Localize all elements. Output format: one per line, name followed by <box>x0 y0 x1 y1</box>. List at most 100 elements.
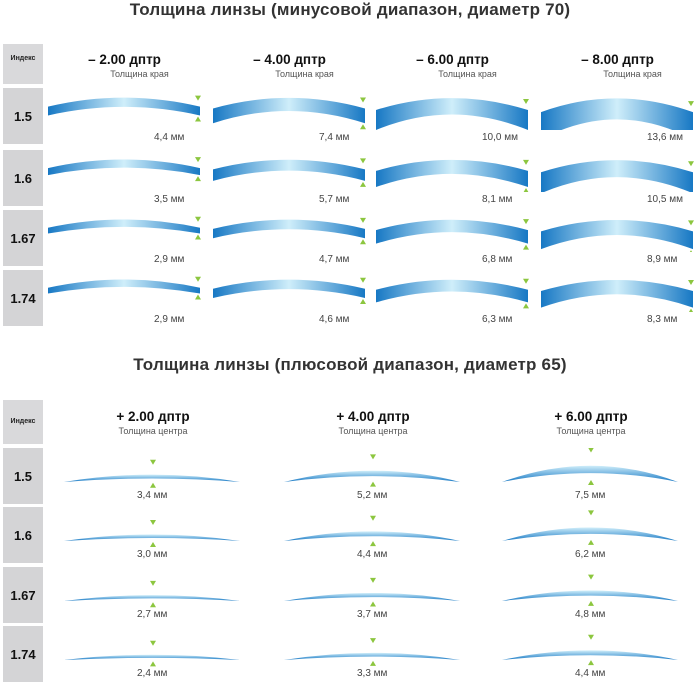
edge-marker-top <box>523 219 529 225</box>
plus-column-header: + 4.00 дптр Толщина центра <box>282 409 464 436</box>
edge-marker-top <box>360 277 366 283</box>
minus-lens <box>213 158 366 187</box>
center-marker-bottom <box>150 542 156 548</box>
diopter-label: + 6.00 дптр <box>554 409 628 424</box>
lens-shape <box>376 98 528 130</box>
lens-shape <box>284 592 460 601</box>
edge-marker-top <box>688 220 694 226</box>
lens-shape <box>64 595 240 601</box>
lens-shape <box>48 279 200 294</box>
center-thickness-value: 4,4 мм <box>357 549 388 560</box>
center-marker-bottom <box>370 541 376 547</box>
center-marker-top <box>370 577 376 583</box>
minus-lens <box>48 157 201 182</box>
diopter-label: – 6.00 дптр <box>416 52 489 67</box>
edge-marker-bottom <box>360 181 366 187</box>
plus-index-cell: 1.67 <box>3 567 43 623</box>
minus-lens <box>213 277 366 304</box>
minus-column-header: – 4.00 дптр Толщина края <box>212 52 367 79</box>
center-thickness-value: 3,4 мм <box>137 490 168 501</box>
center-thickness-label: Толщина центра <box>556 426 626 436</box>
center-thickness-label: Толщина центра <box>338 426 408 436</box>
edge-marker-bottom <box>360 298 366 304</box>
plus-lens <box>64 459 240 488</box>
edge-marker-top <box>195 157 201 163</box>
center-thickness-label: Толщина центра <box>118 426 188 436</box>
plus-lens <box>284 454 460 487</box>
center-marker-top <box>150 459 156 465</box>
lens-shape <box>502 590 678 601</box>
edge-thickness-label: Толщина края <box>110 69 169 79</box>
lens-shape <box>284 652 460 660</box>
edge-thickness-value: 3,5 мм <box>154 194 185 205</box>
lens-shape <box>376 159 528 188</box>
center-thickness-value: 3,7 мм <box>357 609 388 620</box>
edge-marker-bottom <box>360 239 366 245</box>
minus-lens <box>541 220 694 252</box>
center-marker-bottom <box>370 601 376 607</box>
diopter-label: – 4.00 дптр <box>253 52 326 67</box>
minus-index-cell: 1.74 <box>3 270 43 326</box>
edge-thickness-value: 4,6 мм <box>319 314 350 325</box>
center-marker-bottom <box>150 602 156 608</box>
center-marker-bottom <box>588 480 594 486</box>
edge-thickness-value: 13,6 мм <box>647 132 683 143</box>
plus-lens <box>284 638 460 666</box>
lens-shape <box>376 279 528 303</box>
edge-thickness-value: 4,4 мм <box>154 132 185 143</box>
minus-index-header: Индекс <box>3 44 43 84</box>
minus-section-title: Толщина линзы (минусовой диапазон, диаме… <box>129 0 571 19</box>
edge-thickness-value: 8,9 мм <box>647 254 678 265</box>
plus-lens <box>502 510 678 545</box>
center-marker-bottom <box>588 539 594 545</box>
lens-shape <box>541 160 693 192</box>
edge-thickness-value: 7,4 мм <box>319 132 350 143</box>
plus-index-cell: 1.5 <box>3 448 43 504</box>
center-marker-top <box>150 580 156 586</box>
edge-marker-bottom <box>523 188 529 192</box>
lens-shape <box>502 650 678 660</box>
center-marker-top <box>370 454 376 460</box>
minus-lens <box>376 278 529 309</box>
plus-index-header: Индекс <box>3 400 43 444</box>
edge-marker-top <box>688 101 694 107</box>
minus-lens <box>541 98 694 130</box>
center-thickness-value: 7,5 мм <box>575 490 606 501</box>
minus-column-header: – 6.00 дптр Толщина края <box>375 52 530 79</box>
lens-shape <box>64 534 240 541</box>
edge-marker-top <box>360 217 366 223</box>
edge-thickness-value: 5,7 мм <box>319 194 350 205</box>
plus-index-cell: 1.74 <box>3 626 43 682</box>
edge-marker-top <box>523 159 529 165</box>
center-thickness-value: 4,8 мм <box>575 609 606 620</box>
lens-shape <box>213 279 365 298</box>
lens-shape <box>64 654 240 660</box>
minus-lens <box>541 160 694 192</box>
plus-lens <box>64 520 240 548</box>
edge-marker-bottom <box>523 244 529 250</box>
edge-thickness-value: 6,8 мм <box>482 254 513 265</box>
center-marker-top <box>588 634 594 640</box>
edge-marker-bottom <box>195 116 201 122</box>
minus-index-cell: 1.6 <box>3 150 43 206</box>
diopter-label: – 2.00 дптр <box>88 52 161 67</box>
lens-shape <box>541 279 693 308</box>
edge-thickness-value: 8,3 мм <box>647 314 678 325</box>
edge-marker-top <box>195 216 201 222</box>
lens-shape <box>213 219 365 239</box>
lens-shape <box>284 531 460 541</box>
edge-marker-bottom <box>195 294 201 300</box>
center-marker-bottom <box>370 660 376 666</box>
minus-lens <box>376 159 529 192</box>
minus-lens <box>213 97 366 130</box>
lens-shape <box>64 474 240 482</box>
edge-thickness-value: 2,9 мм <box>154 314 185 325</box>
edge-marker-bottom <box>360 124 366 130</box>
center-marker-top <box>370 638 376 644</box>
plus-lens <box>64 640 240 667</box>
edge-thickness-label: Толщина края <box>438 69 497 79</box>
edge-marker-top <box>523 278 529 284</box>
edge-marker-bottom <box>523 303 529 309</box>
lens-shape <box>284 470 460 482</box>
minus-lens <box>48 216 201 240</box>
